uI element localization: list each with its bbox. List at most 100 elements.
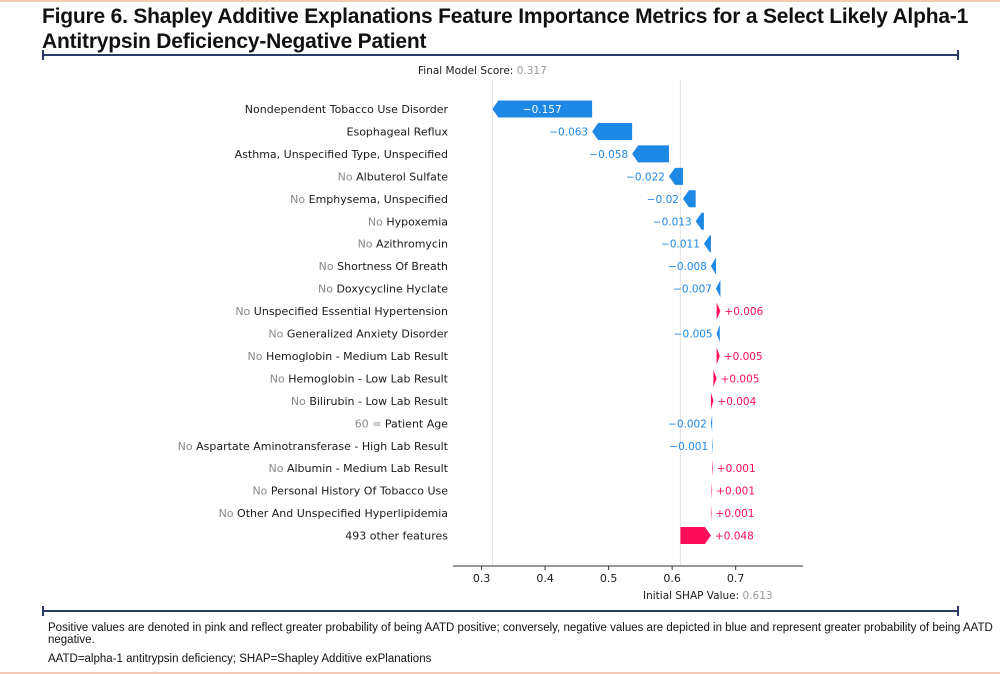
x-tick-label-0.7: 0.7 xyxy=(727,572,745,585)
feature-label-14: No Bilirubin - Low Lab Result xyxy=(291,395,449,408)
feature-name: Esophageal Reflux xyxy=(347,125,449,138)
bar-value-label-2: −0.063 xyxy=(549,126,588,138)
feature-label-1: Nondependent Tobacco Use Disorder xyxy=(245,103,449,116)
feature-name: Asthma, Unspecified Type, Unspecified xyxy=(235,148,448,161)
footnote-abbreviations: AATD=alpha-1 antitrypsin deficiency; SHA… xyxy=(48,653,432,665)
base-value-label: Initial SHAP Value: 0.613 xyxy=(643,590,773,602)
bar-10 xyxy=(716,302,721,320)
bar-value-label-18: +0.001 xyxy=(716,486,755,498)
feature-prefix: No xyxy=(319,260,337,273)
title-rule xyxy=(42,50,959,60)
figure-title: Figure 6. Shapley Additive Explanations … xyxy=(42,5,969,53)
feature-label-15: 60 = Patient Age xyxy=(355,417,449,430)
feature-label-2: Esophageal Reflux xyxy=(347,125,449,138)
feature-label-12: No Hemoglobin - Medium Lab Result xyxy=(247,350,448,363)
bar-value-label-15: −0.002 xyxy=(668,418,707,430)
feature-prefix: No xyxy=(235,305,253,318)
feature-prefix: No xyxy=(252,485,270,498)
feature-prefix: No xyxy=(268,328,286,341)
feature-name: Hemoglobin - Medium Lab Result xyxy=(266,350,449,363)
feature-name: Doxycycline Hyclate xyxy=(336,283,448,296)
feature-label-16: No Aspartate Aminotransferase - High Lab… xyxy=(178,440,449,453)
final-score-value: 0.317 xyxy=(517,65,547,77)
feature-prefix: No xyxy=(178,440,196,453)
bar-6 xyxy=(695,212,704,230)
bar-11 xyxy=(716,325,720,342)
feature-name: Bilirubin - Low Lab Result xyxy=(309,395,448,408)
feature-name: Nondependent Tobacco Use Disorder xyxy=(245,103,449,116)
bar-3 xyxy=(632,145,669,163)
feature-prefix: No xyxy=(358,238,376,251)
feature-label-20: 493 other features xyxy=(345,530,448,543)
bar-9 xyxy=(715,280,721,298)
feature-label-7: No Azithromycin xyxy=(358,238,448,251)
feature-name: Personal History Of Tobacco Use xyxy=(271,485,448,498)
x-tick-label-0.4: 0.4 xyxy=(536,572,554,585)
base-value-number: 0.613 xyxy=(743,590,773,602)
bar-18 xyxy=(711,482,713,500)
bar-20 xyxy=(680,527,711,545)
feature-name: Hemoglobin - Low Lab Result xyxy=(288,372,448,385)
bar-19 xyxy=(710,504,712,522)
feature-name: Patient Age xyxy=(385,417,448,430)
base-value-caption: Initial SHAP Value: xyxy=(643,590,743,602)
bar-8 xyxy=(710,257,716,275)
bar-15 xyxy=(710,414,713,432)
feature-prefix: No xyxy=(291,395,309,408)
feature-label-8: No Shortness Of Breath xyxy=(319,260,448,273)
feature-name: Albumin - Medium Lab Result xyxy=(287,462,449,475)
feature-prefix: 60 = xyxy=(355,417,385,430)
feature-prefix: No xyxy=(368,215,386,228)
feature-prefix: No xyxy=(268,462,286,475)
bar-1 xyxy=(492,100,593,118)
bar-value-label-14: +0.004 xyxy=(717,396,756,408)
feature-prefix: No xyxy=(338,170,356,183)
feature-label-11: No Generalized Anxiety Disorder xyxy=(268,328,448,341)
feature-name: Aspartate Aminotransferase - High Lab Re… xyxy=(196,440,449,453)
feature-name: Azithromycin xyxy=(376,238,448,251)
feature-prefix: No xyxy=(247,350,265,363)
feature-prefix: No xyxy=(219,507,237,520)
top-border xyxy=(0,0,1000,2)
feature-label-5: No Emphysema, Unspecified xyxy=(290,193,448,206)
x-tick-label-0.3: 0.3 xyxy=(473,572,491,585)
feature-label-10: No Unspecified Essential Hypertension xyxy=(235,305,448,318)
feature-label-9: No Doxycycline Hyclate xyxy=(318,283,448,296)
bar-2 xyxy=(592,122,633,140)
bottom-border xyxy=(0,672,1000,674)
feature-label-18: No Personal History Of Tobacco Use xyxy=(252,485,448,498)
bar-value-label-17: +0.001 xyxy=(717,463,756,475)
feature-name: Albuterol Sulfate xyxy=(356,170,448,183)
bar-value-label-7: −0.011 xyxy=(661,239,700,251)
bar-value-label-12: +0.005 xyxy=(724,351,763,363)
footnote-color-legend: Positive values are denoted in pink and … xyxy=(48,622,993,646)
bar-4 xyxy=(668,167,683,185)
bar-value-label-19: +0.001 xyxy=(716,508,755,520)
bar-value-label-1: −0.157 xyxy=(523,104,562,116)
bar-value-label-20: +0.048 xyxy=(715,531,754,543)
feature-label-4: No Albuterol Sulfate xyxy=(338,170,449,183)
feature-prefix: No xyxy=(270,372,288,385)
bar-value-label-4: −0.022 xyxy=(626,171,665,183)
bar-14 xyxy=(710,392,714,410)
feature-prefix: No xyxy=(290,193,308,206)
bar-13 xyxy=(713,369,717,387)
bar-5 xyxy=(682,190,696,208)
bar-16 xyxy=(712,437,713,455)
bar-value-label-6: −0.013 xyxy=(653,216,692,228)
final-score-caption: Final Model Score: xyxy=(418,65,517,77)
x-tick-label-0.5: 0.5 xyxy=(600,572,618,585)
feature-name: Generalized Anxiety Disorder xyxy=(287,328,449,341)
x-tick-label-0.6: 0.6 xyxy=(663,572,681,585)
feature-label-3: Asthma, Unspecified Type, Unspecified xyxy=(235,148,448,161)
feature-name: Emphysema, Unspecified xyxy=(309,193,448,206)
feature-prefix: No xyxy=(318,283,336,296)
bar-value-label-16: −0.001 xyxy=(669,441,708,453)
feature-name: 493 other features xyxy=(345,530,448,543)
bar-value-label-3: −0.058 xyxy=(589,149,628,161)
bar-value-label-9: −0.007 xyxy=(673,284,712,296)
feature-name: Unspecified Essential Hypertension xyxy=(254,305,448,318)
bar-12 xyxy=(716,347,720,365)
feature-label-17: No Albumin - Medium Lab Result xyxy=(268,462,448,475)
